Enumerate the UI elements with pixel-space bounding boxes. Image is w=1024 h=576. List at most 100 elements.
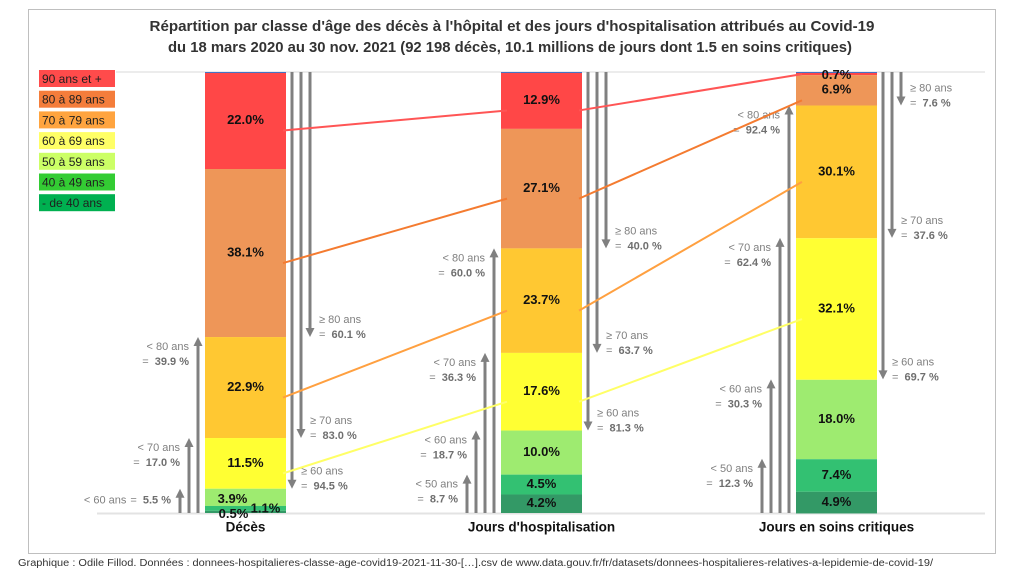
annotation-percent: 36.3 %	[442, 372, 476, 384]
value-label: 23.7%	[523, 292, 560, 307]
annotation-arrow-up: < 70 ans = 17.0 %	[133, 438, 194, 513]
legend-swatch	[39, 90, 115, 108]
arrow-head-icon	[757, 458, 767, 468]
annotation-value: = 8.7 %	[417, 494, 458, 506]
category-labels: Décès Jours d'hospitalisation Jours en soi…	[226, 520, 915, 535]
annotation-percent: 30.3 %	[728, 398, 762, 410]
chart-title-line-2: du 18 mars 2020 au 30 nov. 2021 (92 198 …	[168, 39, 852, 56]
annotation-threshold: < 70 ans	[433, 357, 476, 369]
arrow-head-icon	[583, 421, 593, 431]
value-label: 30.1%	[818, 163, 855, 178]
legend-item: 60 à 69 ans	[39, 132, 115, 150]
annotation-equals: =	[301, 481, 310, 493]
connector-line	[282, 109, 508, 132]
annotation-arrow-down: ≥ 80 ans = 7.6 %	[896, 72, 953, 110]
value-label: 4.2%	[527, 495, 557, 510]
arrow-head-icon	[471, 430, 481, 440]
annotation-threshold: < 80 ans	[442, 252, 485, 264]
connector-line	[578, 99, 803, 200]
annotation-threshold: ≥ 80 ans	[615, 225, 658, 237]
bar-segment	[205, 510, 286, 513]
value-label: 38.1%	[227, 244, 264, 259]
annotation-value: = 30.3 %	[715, 398, 762, 410]
arrow-head-icon	[175, 488, 185, 498]
annotation-arrow-up: < 60 ans = 5.5 %	[84, 488, 185, 513]
annotation-value: = 37.6 %	[901, 230, 948, 242]
annotation-percent: 62.4 %	[737, 257, 771, 269]
annotation-equals: =	[597, 423, 606, 435]
legend-label: 40 à 49 ans	[42, 176, 105, 190]
legend-label: 50 à 59 ans	[42, 155, 105, 169]
legend-item: 40 à 49 ans	[39, 173, 115, 191]
annotation-percent: 5.5 %	[143, 495, 171, 507]
annotation-threshold: < 80 ans	[737, 110, 780, 122]
annotation-equals: =	[438, 267, 447, 279]
annotation-value: = 36.3 %	[429, 372, 476, 384]
annotation-threshold: ≥ 60 ans	[892, 356, 935, 368]
annotation-equals: =	[892, 371, 901, 383]
annotation-arrow-down: ≥ 80 ans = 60.1 %	[305, 72, 366, 341]
annotation-arrow-up: < 80 ans = 92.4 %	[733, 105, 794, 513]
annotation-percent: 39.9 %	[155, 356, 189, 368]
annotation-percent: 92.4 %	[746, 125, 780, 137]
legend-swatch	[39, 70, 115, 87]
bar-segment	[796, 379, 877, 460]
annotation-equals: =	[310, 430, 319, 442]
value-labels: 22.0% 38.1% 22.9% 11.5% 3.9%1.1%0.5% 12.9% 27.…	[218, 67, 856, 521]
connector-line	[578, 181, 803, 312]
legend-swatch	[39, 132, 115, 150]
category-label: Jours d'hospitalisation	[468, 520, 615, 535]
annotation-threshold: < 50 ans	[710, 463, 753, 475]
annotation-percent: 81.3 %	[609, 423, 643, 435]
bar-segment	[796, 238, 877, 380]
chart-title-line-1: Répartition par classe d'âge des décès à…	[150, 18, 875, 35]
annotation-threshold: < 70 ans	[137, 442, 180, 454]
annotation-arrow-up: < 60 ans = 30.3 %	[715, 379, 776, 513]
annotation-percent: 17.0 %	[146, 457, 180, 469]
legend: 90 ans et + 80 à 89 ans 70 à 79 ans 60 à 69…	[39, 70, 115, 212]
bar-segment	[796, 75, 877, 106]
value-label: 3.9%	[218, 491, 248, 506]
bar-segment	[796, 105, 877, 239]
annotation-arrow-up: < 60 ans = 18.7 %	[420, 430, 481, 513]
value-label: 18.0%	[818, 411, 855, 426]
connector-lines	[282, 73, 803, 475]
arrow-head-icon	[184, 438, 194, 448]
arrow-head-icon	[592, 343, 602, 353]
legend-label: 80 à 89 ans	[42, 93, 105, 107]
annotation-arrow-down: ≥ 70 ans = 63.7 %	[592, 72, 653, 357]
connector-line	[282, 309, 508, 399]
annotation-percent: 7.6 %	[922, 98, 950, 110]
legend-item: 80 à 89 ans	[39, 90, 115, 108]
legend-item: 90 ans et +	[39, 70, 115, 87]
annotation-arrow-down: ≥ 60 ans = 69.7 %	[878, 72, 939, 383]
annotation-arrow-down: ≥ 80 ans = 40.0 %	[601, 72, 662, 252]
annotation-equals: =	[319, 329, 328, 341]
source-footer: Graphique : Odile Fillod. Données : donn…	[18, 558, 933, 569]
connector-line	[282, 400, 508, 475]
annotation-arrow-up: < 50 ans = 12.3 %	[706, 458, 767, 513]
annotation-value: = 7.6 %	[910, 98, 951, 110]
legend-item: - de 40 ans	[39, 194, 115, 212]
annotation-equals: =	[733, 125, 742, 137]
annotation-arrow-down: ≥ 70 ans = 37.6 %	[887, 72, 948, 242]
annotation-percent: 18.7 %	[433, 450, 467, 462]
annotation-equals: =	[420, 450, 429, 462]
arrow-head-icon	[887, 228, 897, 238]
bar-segment	[205, 169, 286, 338]
value-label: 27.1%	[523, 180, 560, 195]
annotation-arrow-up: < 70 ans = 62.4 %	[724, 237, 785, 513]
bar-segment	[205, 337, 286, 439]
annotation-percent: 69.7 %	[904, 371, 938, 383]
annotation-threshold: ≥ 70 ans	[310, 415, 353, 427]
annotation-arrow-down: ≥ 60 ans = 81.3 %	[583, 72, 644, 435]
annotation-threshold: < 60 ans	[424, 435, 467, 447]
arrow-head-icon	[287, 479, 297, 489]
annotation-equals: =	[130, 495, 139, 507]
annotation-value: = 17.0 %	[133, 457, 180, 469]
bar-segment	[501, 494, 582, 513]
annotation-value: = 62.4 %	[724, 257, 771, 269]
value-label: 22.0%	[227, 112, 264, 127]
legend-label: - de 40 ans	[42, 196, 102, 210]
annotation-value: = 60.0 %	[438, 267, 485, 279]
